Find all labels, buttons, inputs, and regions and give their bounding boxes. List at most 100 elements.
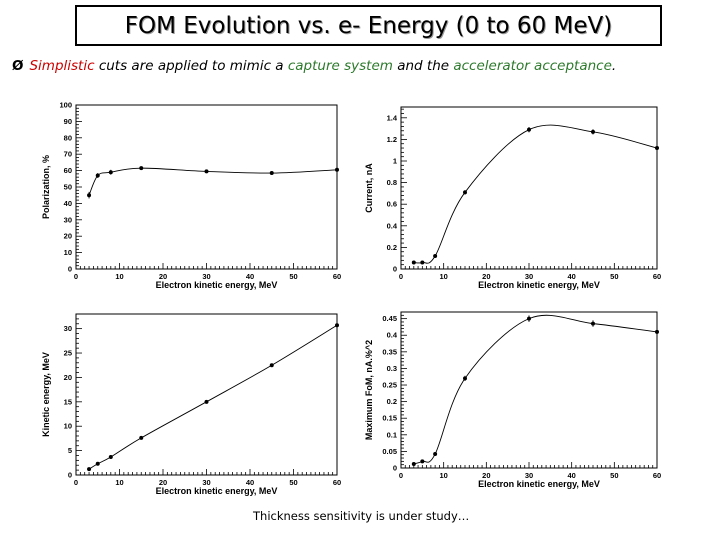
chart-polarization-frame <box>75 104 338 270</box>
chart-polarization-ytick-label: 50 <box>64 183 72 192</box>
chart-polarization-xtick-label: 40 <box>246 272 254 281</box>
chart-current-data-point <box>433 254 438 259</box>
chart-polarization-xtick-label: 20 <box>159 272 167 281</box>
chart-max-fom-data-point <box>655 329 659 334</box>
chart-current-xtick-label: 10 <box>439 272 447 281</box>
chart-kinetic-energy-ytick-label: 30 <box>64 324 72 333</box>
chart-current-ytick-label: 0.8 <box>387 178 397 187</box>
chart-max-fom-ytick-label: 0.1 <box>387 430 397 439</box>
chart-polarization-ytick-label: 90 <box>64 117 72 126</box>
chart-polarization-xtick-label: 60 <box>333 272 341 281</box>
chart-kinetic-energy-xlabel: Electron kinetic energy, MeV <box>156 486 278 496</box>
chart-kinetic-energy-data-point <box>204 399 209 404</box>
chart-kinetic-energy-ytick-label: 25 <box>64 349 72 358</box>
chart-kinetic-energy-data-point <box>269 363 274 368</box>
chart-kinetic-energy-series-line <box>88 324 338 470</box>
chart-kinetic-energy-xtick-label: 40 <box>246 478 254 487</box>
chart-current-ytick-label: 0 <box>393 265 397 274</box>
bullet-text-1: cuts are applied to mimic a <box>94 58 288 74</box>
chart-max-fom-ytick-label: 0.25 <box>382 381 397 390</box>
chart-polarization-xtick-label: 10 <box>115 272 123 281</box>
chart-polarization-xlabel: Electron kinetic energy, MeV <box>156 280 278 290</box>
page-title: FOM Evolution vs. e- Energy (0 to 60 MeV… <box>124 12 613 39</box>
chart-current-xtick-label: 30 <box>525 272 533 281</box>
chart-polarization-ytick-label: 30 <box>64 215 72 224</box>
chart-max-fom-ytick-label: 0 <box>393 464 397 473</box>
chart-kinetic-energy-data-point <box>95 461 100 466</box>
chart-kinetic-energy-ytick-label: 0 <box>68 471 72 480</box>
chart-kinetic-energy-ytick-label: 20 <box>64 373 72 382</box>
chart-current-xlabel: Electron kinetic energy, MeV <box>478 280 600 290</box>
bullet-highlight-simplistic: Simplistic <box>29 58 95 74</box>
chart-max-fom-ytick-label: 0.2 <box>387 397 397 406</box>
chart-kinetic-energy-ytick-label: 15 <box>64 397 72 406</box>
chart-max-fom-data-point <box>527 316 531 321</box>
chart-kinetic-energy-xtick-label: 0 <box>74 478 78 487</box>
chart-max-fom-xtick-label: 20 <box>482 471 490 480</box>
bullet-highlight-capture: capture system <box>287 58 393 74</box>
chart-current-xtick-label: 50 <box>610 272 618 281</box>
chart-max-fom-data-point <box>433 452 438 457</box>
chart-polarization-xtick-label: 50 <box>289 272 297 281</box>
chart-polarization-data-point <box>139 166 144 171</box>
chart-current-ylabel: Current, nA <box>364 163 374 213</box>
chart-max-fom-ytick-label: 0.3 <box>387 364 397 373</box>
chart-max-fom-svg: 0 10 20 30 40 50 60 0 0.05 0.1 0.15 0.2 0.25 0.3 0.35 0… <box>364 311 661 489</box>
chart-polarization-ytick-label: 70 <box>64 150 72 159</box>
chart-max-fom-xtick-label: 0 <box>399 471 403 480</box>
chart-current-data-point <box>420 260 425 265</box>
chart-current-xtick-label: 60 <box>653 272 661 281</box>
chart-max-fom-xlabel: Electron kinetic energy, MeV <box>478 479 600 489</box>
chart-max-fom-ytick-label: 0.35 <box>382 347 397 356</box>
chart-current-data-point <box>527 127 531 132</box>
chart-current-svg: 0 10 20 30 40 50 60 0 0.2 0.4 0.6 0.8 1 1.2 1.4 Electro… <box>364 106 661 290</box>
bullet-text-2: and the <box>392 58 454 74</box>
chart-kinetic-energy-xtick-label: 20 <box>159 478 167 487</box>
chart-kinetic-energy-data-point <box>335 323 339 328</box>
footnote: Thickness sensitivity is under study… <box>253 509 470 523</box>
chart-max-fom-ytick-label: 0.4 <box>387 331 398 340</box>
chart-current-data-point <box>591 129 595 134</box>
chart-max-fom-ytick-label: 0.15 <box>382 414 397 423</box>
chart-kinetic-energy-data-point <box>87 467 92 472</box>
chart-polarization-ytick-label: 40 <box>64 199 72 208</box>
chart-kinetic-energy-xtick-label: 30 <box>202 478 210 487</box>
chart-polarization-ytick-label: 100 <box>59 101 72 110</box>
chart-kinetic-energy-xtick-label: 10 <box>115 478 123 487</box>
bullet-arrow-icon: Ø <box>12 58 24 74</box>
chart-polarization: 0 10 20 30 40 50 60 0 10 20 30 40 50 60 70 80 90 100 Elect… <box>40 97 341 297</box>
chart-current: 0 10 20 30 40 50 60 0 0.2 0.4 0.6 0.8 1 1.2 1.4 Electro… <box>360 97 661 297</box>
chart-current-series-line <box>413 124 658 264</box>
chart-current-ytick-label: 1 <box>393 157 397 166</box>
chart-polarization-svg: 0 10 20 30 40 50 60 0 10 20 30 40 50 60 70 80 90 100 Elect… <box>41 101 341 291</box>
chart-current-ytick-label: 1.2 <box>387 135 397 144</box>
chart-current-ytick-label: 1.4 <box>387 113 398 122</box>
chart-current-ytick-label: 0.2 <box>387 243 397 252</box>
chart-current-xtick-label: 20 <box>482 272 490 281</box>
chart-kinetic-energy-xtick-label: 50 <box>289 478 297 487</box>
chart-current-data-point <box>655 146 659 151</box>
chart-current-xtick-label: 0 <box>399 272 403 281</box>
chart-kinetic-energy-ytick-label: 5 <box>68 446 72 455</box>
chart-max-fom-xtick-label: 40 <box>567 471 575 480</box>
chart-max-fom-xtick-label: 60 <box>653 471 661 480</box>
chart-max-fom-data-point <box>411 462 416 467</box>
bullet-highlight-acceptance: accelerator acceptance <box>453 58 612 74</box>
chart-max-fom-data-point <box>463 376 467 381</box>
chart-max-fom: 0 10 20 30 40 50 60 0 0.05 0.1 0.15 0.2 0.25 0.3 0.35 0… <box>360 303 661 503</box>
chart-current-data-point <box>411 260 416 265</box>
chart-max-fom-series-line <box>413 314 658 465</box>
bullet-text-3: . <box>611 58 617 74</box>
chart-polarization-ytick-label: 10 <box>64 248 72 257</box>
chart-max-fom-data-point <box>591 321 595 326</box>
chart-kinetic-energy: 0 10 20 30 40 50 60 0 5 10 15 20 25 30 Electron kineti… <box>40 303 341 503</box>
chart-polarization-data-point <box>87 193 92 198</box>
chart-polarization-ylabel: Polarization, % <box>41 155 51 219</box>
chart-kinetic-energy-data-point <box>139 435 144 440</box>
chart-current-ytick-label: 0.6 <box>387 200 397 209</box>
chart-current-ytick-label: 0.4 <box>387 221 398 230</box>
chart-polarization-ytick-label: 80 <box>64 133 72 142</box>
chart-max-fom-frame <box>400 311 658 469</box>
chart-polarization-data-point <box>204 169 209 174</box>
